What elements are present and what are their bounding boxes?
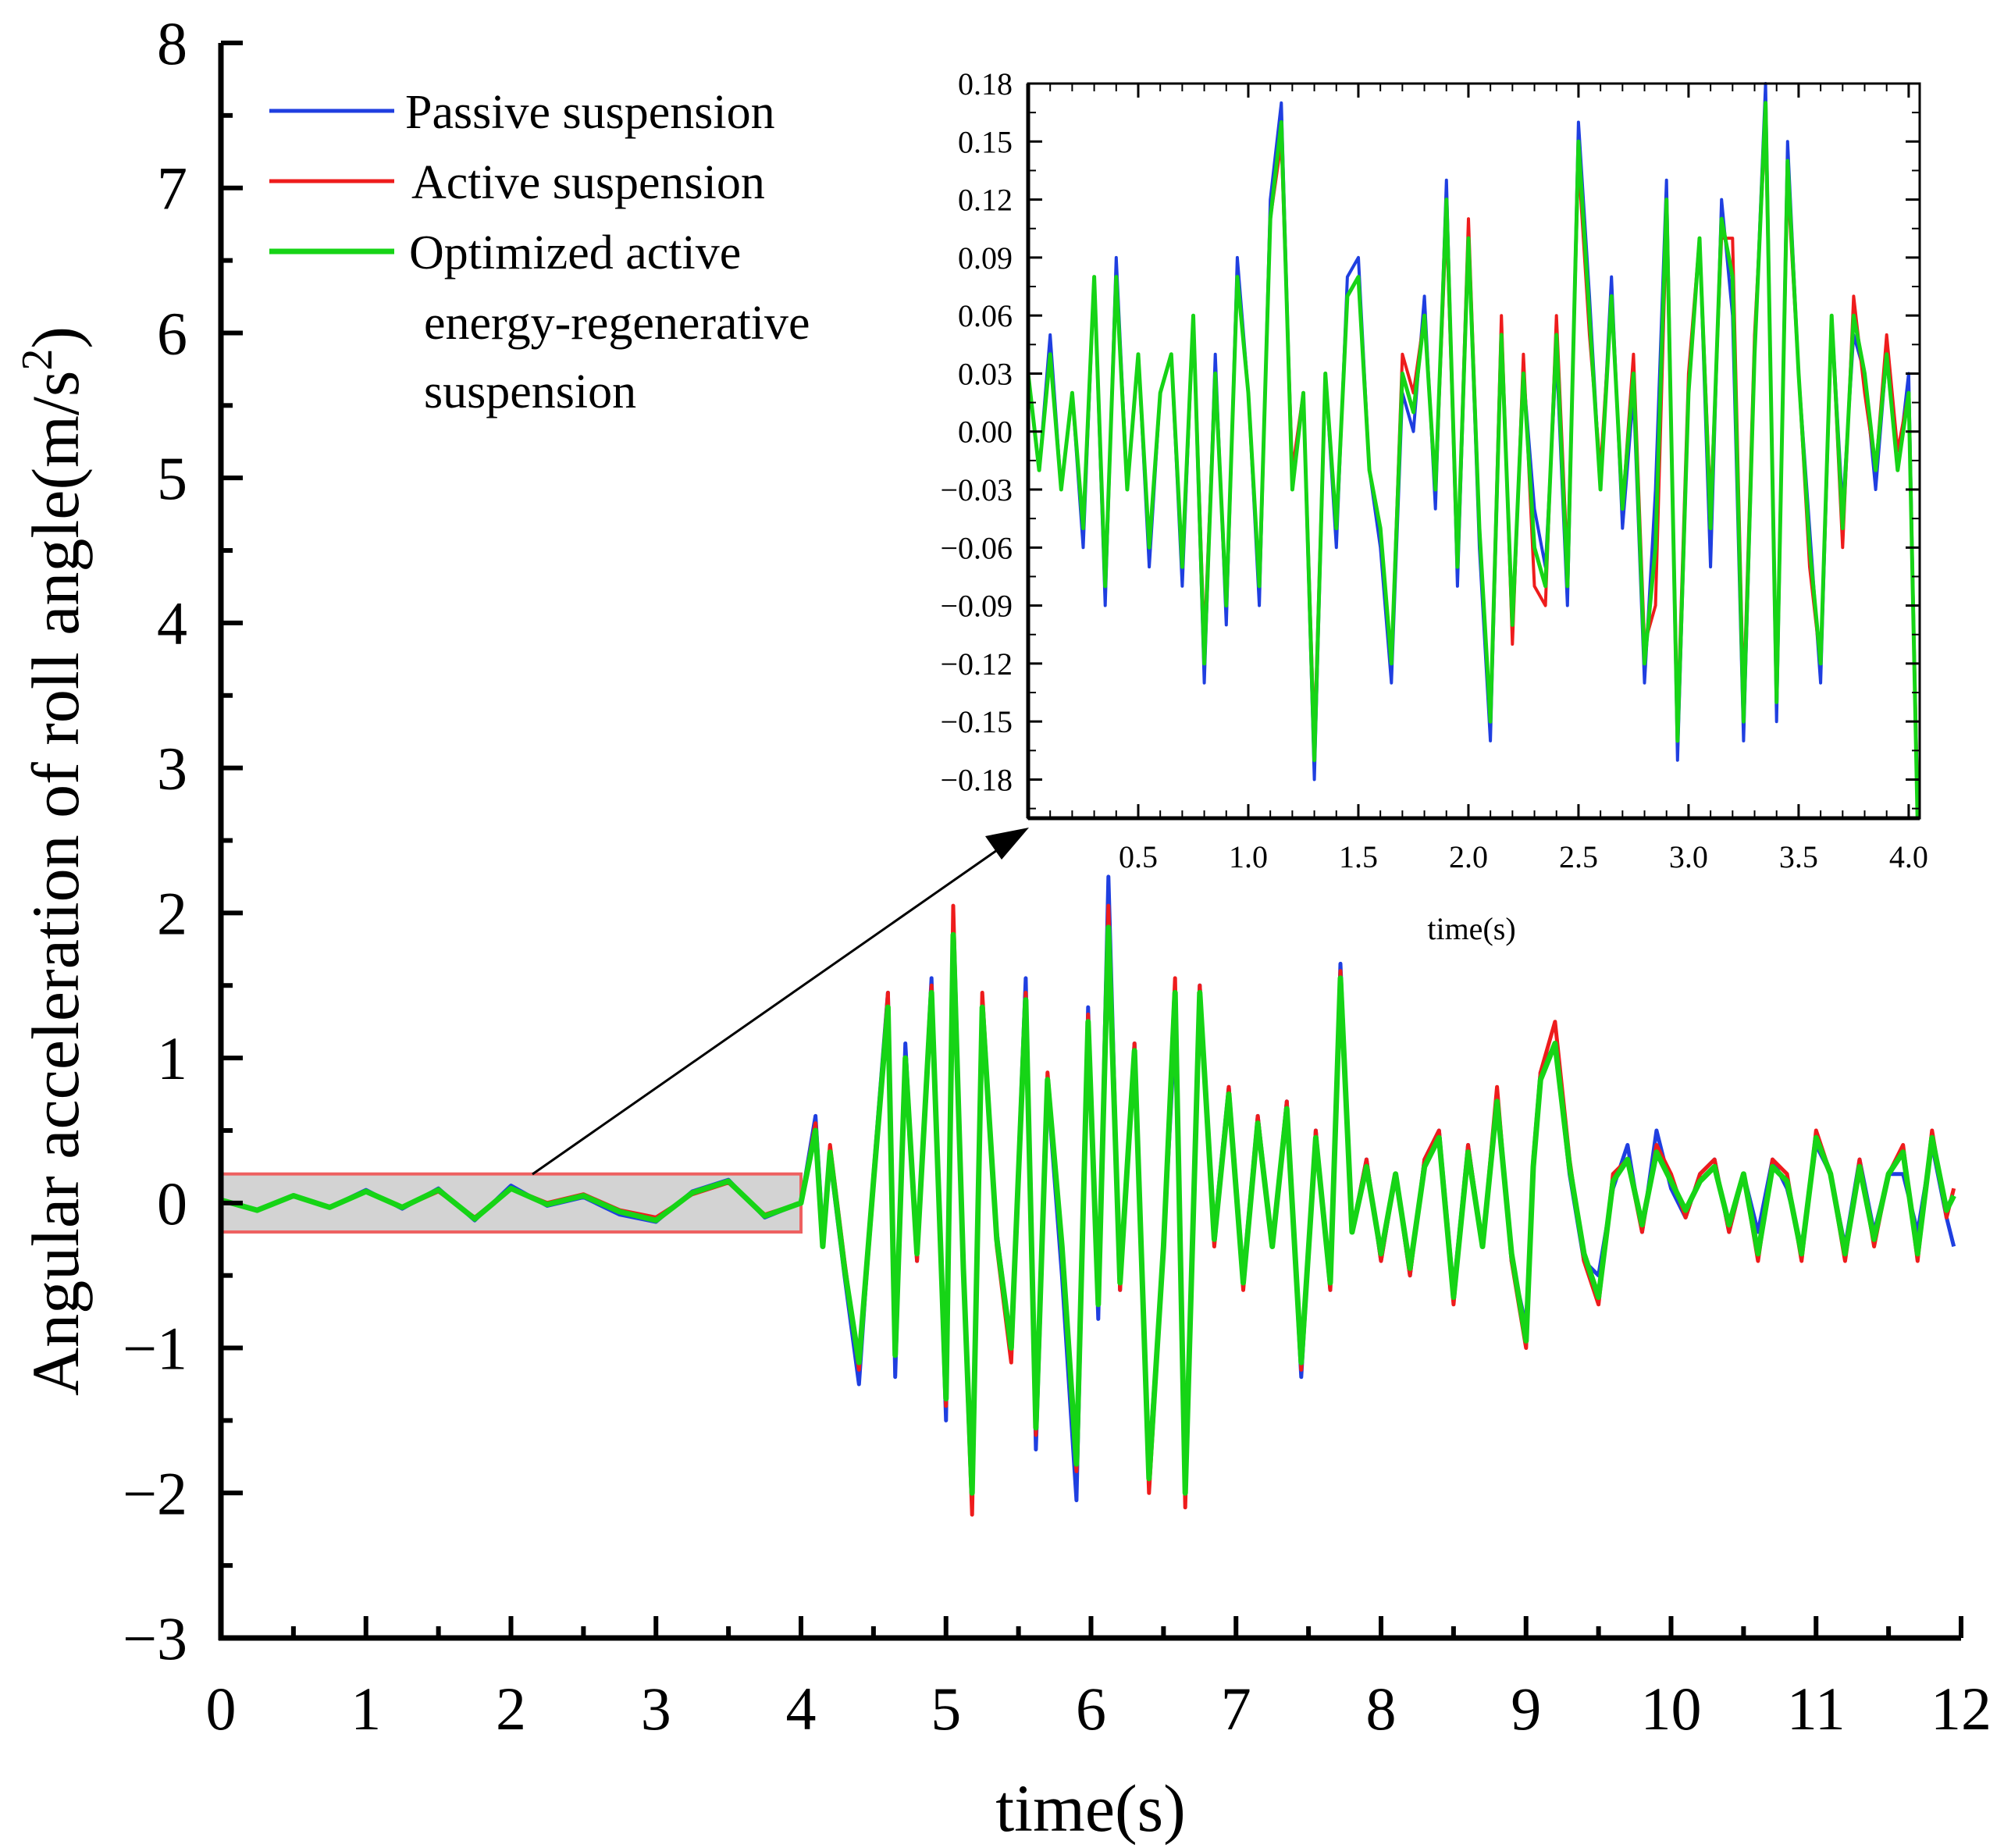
- inset-y-tick-label: 0.15: [958, 124, 1013, 159]
- inset-x-tick-label: 2.5: [1559, 839, 1598, 874]
- main-x-tick-label: 2: [496, 1675, 526, 1743]
- main-y-tick-label: −2: [123, 1459, 187, 1527]
- main-x-tick-label: 12: [1931, 1675, 1992, 1743]
- main-y-tick-label: 1: [157, 1024, 187, 1092]
- inset-y-tick-label: 0.09: [958, 240, 1013, 276]
- legend-label-optimized-line1: Optimized active: [409, 226, 741, 280]
- inset-y-tick-label: −0.03: [940, 472, 1013, 507]
- zoom-arrow: [532, 828, 1029, 1176]
- inset-y-tick-label: 0.18: [958, 66, 1013, 101]
- inset-x-axis-title: time(s): [1427, 911, 1515, 946]
- inset-y-tick-label: −0.18: [940, 762, 1013, 797]
- inset-x-tick-label: 1.5: [1339, 839, 1378, 874]
- main-x-tick-label: 6: [1076, 1675, 1106, 1743]
- legend-label-active: Active suspension: [411, 156, 765, 209]
- inset-plot: 0.5 1.0 1.5 2.0 2.5 3.0 3.5 4.0 0.18 0.15 0.12 0.09…: [940, 66, 1927, 946]
- inset-y-tick-label: 0.12: [958, 183, 1013, 218]
- legend-label-optimized-line2: energy-regenerative: [424, 297, 810, 350]
- inset-y-tick-label: 0.06: [958, 298, 1013, 333]
- main-x-tick-label: 0: [206, 1675, 237, 1743]
- main-x-tick-label: 9: [1511, 1675, 1541, 1743]
- main-x-tick-label: 8: [1366, 1675, 1397, 1743]
- main-x-tick-label: 11: [1787, 1675, 1846, 1743]
- main-y-tick-label: 7: [157, 155, 187, 223]
- main-x-tick-label: 1: [351, 1675, 381, 1743]
- inset-series-group: [1026, 82, 1920, 819]
- main-x-tick-label: 5: [931, 1675, 961, 1743]
- inset-x-tick-label: 2.0: [1449, 839, 1488, 874]
- main-x-tick-label: 3: [641, 1675, 671, 1743]
- zoom-arrow-line: [532, 842, 1008, 1176]
- inset-y-tick-label: 0.03: [958, 356, 1013, 391]
- inset-y-tick-label: −0.15: [940, 704, 1013, 739]
- inset-x-tick-label: 1.0: [1229, 839, 1268, 874]
- legend: Passive suspension Active suspension Opt…: [269, 86, 810, 418]
- inset-axes: [1026, 82, 1921, 821]
- inset-y-tick-label: −0.12: [940, 646, 1013, 682]
- inset-x-tick-label: 4.0: [1889, 839, 1928, 874]
- inset-y-tick-label: −0.06: [940, 530, 1013, 565]
- main-y-tick-label: 0: [157, 1170, 187, 1237]
- main-x-axis-title: time(s): [995, 1771, 1186, 1846]
- main-series-group: [220, 874, 1956, 1517]
- main-y-axis-title-superscript: 2: [13, 349, 62, 371]
- main-y-tick-label: 2: [157, 879, 187, 947]
- main-y-axis-title: Angular acceleration of roll angle(m/s2): [13, 326, 93, 1396]
- inset-ticks: 0.5 1.0 1.5 2.0 2.5 3.0 3.5 4.0 0.18 0.15 0.12 0.09…: [940, 66, 1927, 874]
- main-y-axis-title-text: Angular acceleration of roll angle(m/s: [18, 371, 93, 1396]
- main-y-tick-label: 3: [157, 735, 187, 803]
- main-x-tick-label: 7: [1221, 1675, 1251, 1743]
- main-y-tick-label: 5: [157, 444, 187, 512]
- legend-label-optimized-line3: suspension: [424, 365, 636, 418]
- main-y-tick-label: 8: [157, 9, 187, 77]
- main-y-tick-label: 4: [157, 589, 187, 657]
- inset-y-tick-label: −0.09: [940, 589, 1013, 624]
- legend-label-passive: Passive suspension: [405, 86, 775, 139]
- main-series-line-3: [220, 924, 1956, 1496]
- main-y-tick-label: −3: [123, 1604, 187, 1672]
- inset-x-tick-label: 3.0: [1669, 839, 1708, 874]
- main-x-tick-label: 10: [1641, 1675, 1702, 1743]
- main-y-tick-label: 6: [157, 299, 187, 367]
- main-x-tick-label: 4: [786, 1675, 817, 1743]
- inset-y-tick-label: 0.00: [958, 415, 1013, 450]
- inset-x-tick-label: 0.5: [1119, 839, 1158, 874]
- main-y-axis-title-close: ): [18, 326, 93, 349]
- inset-series-line-3: [1026, 101, 1920, 819]
- zoom-arrow-head: [985, 828, 1029, 860]
- inset-x-tick-label: 3.5: [1779, 839, 1818, 874]
- main-y-tick-label: −1: [123, 1315, 187, 1383]
